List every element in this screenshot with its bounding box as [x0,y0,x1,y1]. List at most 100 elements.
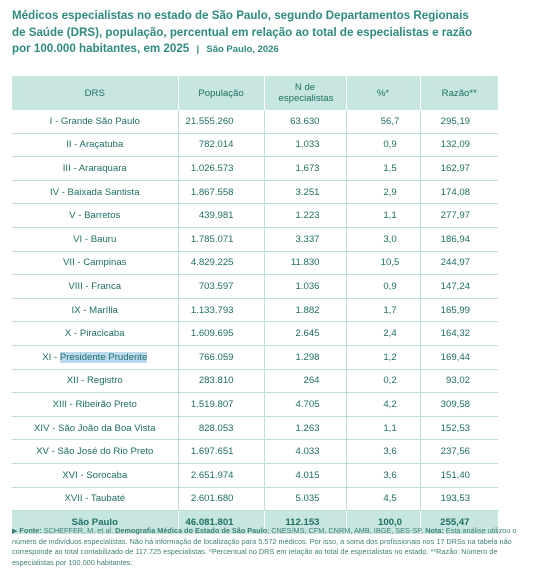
cell-percent: 4,2 [346,392,421,417]
cell-populacao: 1.697.651 [178,439,265,464]
cell-especialistas: 1.263 [264,416,347,441]
total-populacao: 46.081.801 [178,510,265,534]
cell-percent: 3,6 [346,439,421,464]
cell-razao: 186,94 [420,227,498,252]
table-row: XIII - Ribeirão Preto 1.519.807 4.705 4,2 30… [12,392,498,417]
cell-populacao: 283.810 [178,369,265,394]
title-separator: | [196,44,200,55]
cell-especialistas: 2.645 [264,321,347,346]
title-line-3: por 100.000 habitantes, em 2025 | São Pa… [12,41,517,59]
table-row: XII - Registro 283.810 264 0,2 93,02 [12,369,498,394]
cell-populacao: 1.785.071 [178,227,265,252]
nota-text: Esta análise utilizou o número de indiví… [12,526,517,567]
cell-populacao: 2.601.680 [178,487,265,512]
cell-populacao: 1.133.793 [178,298,265,323]
cell-razao: 309,58 [420,392,498,417]
cell-percent: 56,7 [346,110,421,134]
header-percent: %* [346,76,421,110]
fonte-sources: ; CNES/MS, CFM, CNRM, AMB, IBGE, SES-SP. [267,526,424,535]
table-row: XVI - Sorocaba 2.651.974 4.015 3,6 151,40 [12,463,498,488]
cell-razao: 277,97 [420,203,498,228]
nota-label: Nota: [425,526,444,535]
cell-populacao: 439.981 [178,203,265,228]
cell-drs: XII - Registro [12,369,179,394]
cell-populacao: 766.059 [178,345,265,370]
title-line-3-text: por 100.000 habitantes, em 2025 [12,42,190,55]
cell-razao: 147,24 [420,274,498,299]
table-row: VII - Campinas 4.829.225 11.830 10,5 244,97 [12,251,498,276]
cell-percent: 2,9 [346,180,421,205]
cell-especialistas: 63.630 [264,110,347,134]
table-row: III - Araraquara 1.026.573 1.673 1,5 162,97 [12,156,498,181]
cell-drs: VII - Campinas [12,251,179,276]
title-place-year: São Paulo, 2026 [206,44,279,55]
table-row: XI - Presidente Prudente 766.059 1.298 1,2 1… [12,345,498,370]
header-populacao: População [178,76,265,110]
cell-percent: 0,9 [346,274,421,299]
cell-drs: XI - Presidente Prudente [12,345,179,370]
total-drs: São Paulo [12,510,179,534]
cell-percent: 3,6 [346,463,421,488]
total-razao: 255,47 [420,510,499,534]
cell-especialistas: 1.033 [264,133,347,158]
source-note: ▶ Fonte: SCHEFFER, M. et al. Demografia … [12,526,520,568]
cell-populacao: 1.867.558 [178,180,265,205]
cell-especialistas: 264 [264,369,347,394]
table-row: I - Grande São Paulo 21.555.260 63.630 56,7… [12,110,498,134]
header-especialistas-label: N de especialistas [278,82,334,104]
table-row: X - Piracicaba 1.609.695 2.645 2,4 164,32 [12,321,498,346]
cell-populacao: 4.829.225 [178,251,265,276]
cell-populacao: 2.651.974 [178,463,265,488]
cell-especialistas: 4.033 [264,439,347,464]
cell-percent: 0,9 [346,133,421,158]
total-percent: 100,0 [346,510,421,534]
cell-razao: 244,97 [420,251,498,276]
table-row: II - Araçatuba 782.014 1.033 0,9 132,09 [12,133,498,158]
cell-drs: V - Barretos [12,203,179,228]
cell-especialistas: 4.705 [264,392,347,417]
cell-percent: 1,2 [346,345,421,370]
table-total-row: São Paulo 46.081.801 112.153 100,0 255,47 [12,510,499,534]
cell-drs-highlighted[interactable]: Presidente Prudente [59,351,148,363]
cell-drs: I - Grande São Paulo [12,110,179,134]
cell-populacao: 1.609.695 [178,321,265,346]
cell-razao: 169,44 [420,345,498,370]
header-especialistas: N de especialistas [264,76,347,110]
cell-populacao: 1.519.807 [178,392,265,417]
cell-razao: 174,08 [420,180,498,205]
table-row: V - Barretos 439.981 1.223 1,1 277,97 [12,203,498,228]
cell-especialistas: 1.223 [264,203,347,228]
total-especialistas: 112.153 [264,510,347,534]
cell-percent: 4,5 [346,487,421,512]
cell-percent: 0,2 [346,369,421,394]
cell-razao: 162,97 [420,156,498,181]
cell-drs: XV - São José do Rio Preto [12,439,179,464]
cell-percent: 1,1 [346,203,421,228]
cell-especialistas: 3.251 [264,180,347,205]
cell-drs: IX - Marília [12,298,179,323]
cell-drs: III - Araraquara [12,156,179,181]
table-row: IX - Marília 1.133.793 1.882 1,7 165,99 [12,298,498,323]
cell-drs: X - Piracicaba [12,321,179,346]
table-row: XV - São José do Rio Preto 1.697.651 4.033… [12,439,498,464]
table-row: VIII - Franca 703.597 1.036 0,9 147,24 [12,274,498,299]
table-row: VI - Bauru 1.785.071 3.337 3,0 186,94 [12,227,498,252]
cell-drs: XIV - São João da Boa Vista [12,416,179,441]
cell-percent: 10,5 [346,251,421,276]
fonte-authors: SCHEFFER, M. et al. [43,526,114,535]
fonte-work: Demografia Médica do Estado de São Paulo [115,526,268,535]
cell-especialistas: 1.298 [264,345,347,370]
arrow-icon: ▶ [12,528,18,535]
cell-especialistas: 3.337 [264,227,347,252]
table-header-row: DRS População N de especialistas %* Razã… [12,76,498,110]
table-row: XIV - São João da Boa Vista 828.053 1.263 1… [12,416,498,441]
title-line-1: Médicos especialistas no estado de São P… [12,9,469,22]
cell-drs: VI - Bauru [12,227,179,252]
cell-razao: 295,19 [420,110,498,134]
cell-drs: IV - Baixada Santista [12,180,179,205]
header-drs: DRS [12,76,179,110]
cell-especialistas: 1.036 [264,274,347,299]
cell-populacao: 828.053 [178,416,265,441]
cell-drs: II - Araçatuba [12,133,179,158]
cell-especialistas: 5.035 [264,487,347,512]
